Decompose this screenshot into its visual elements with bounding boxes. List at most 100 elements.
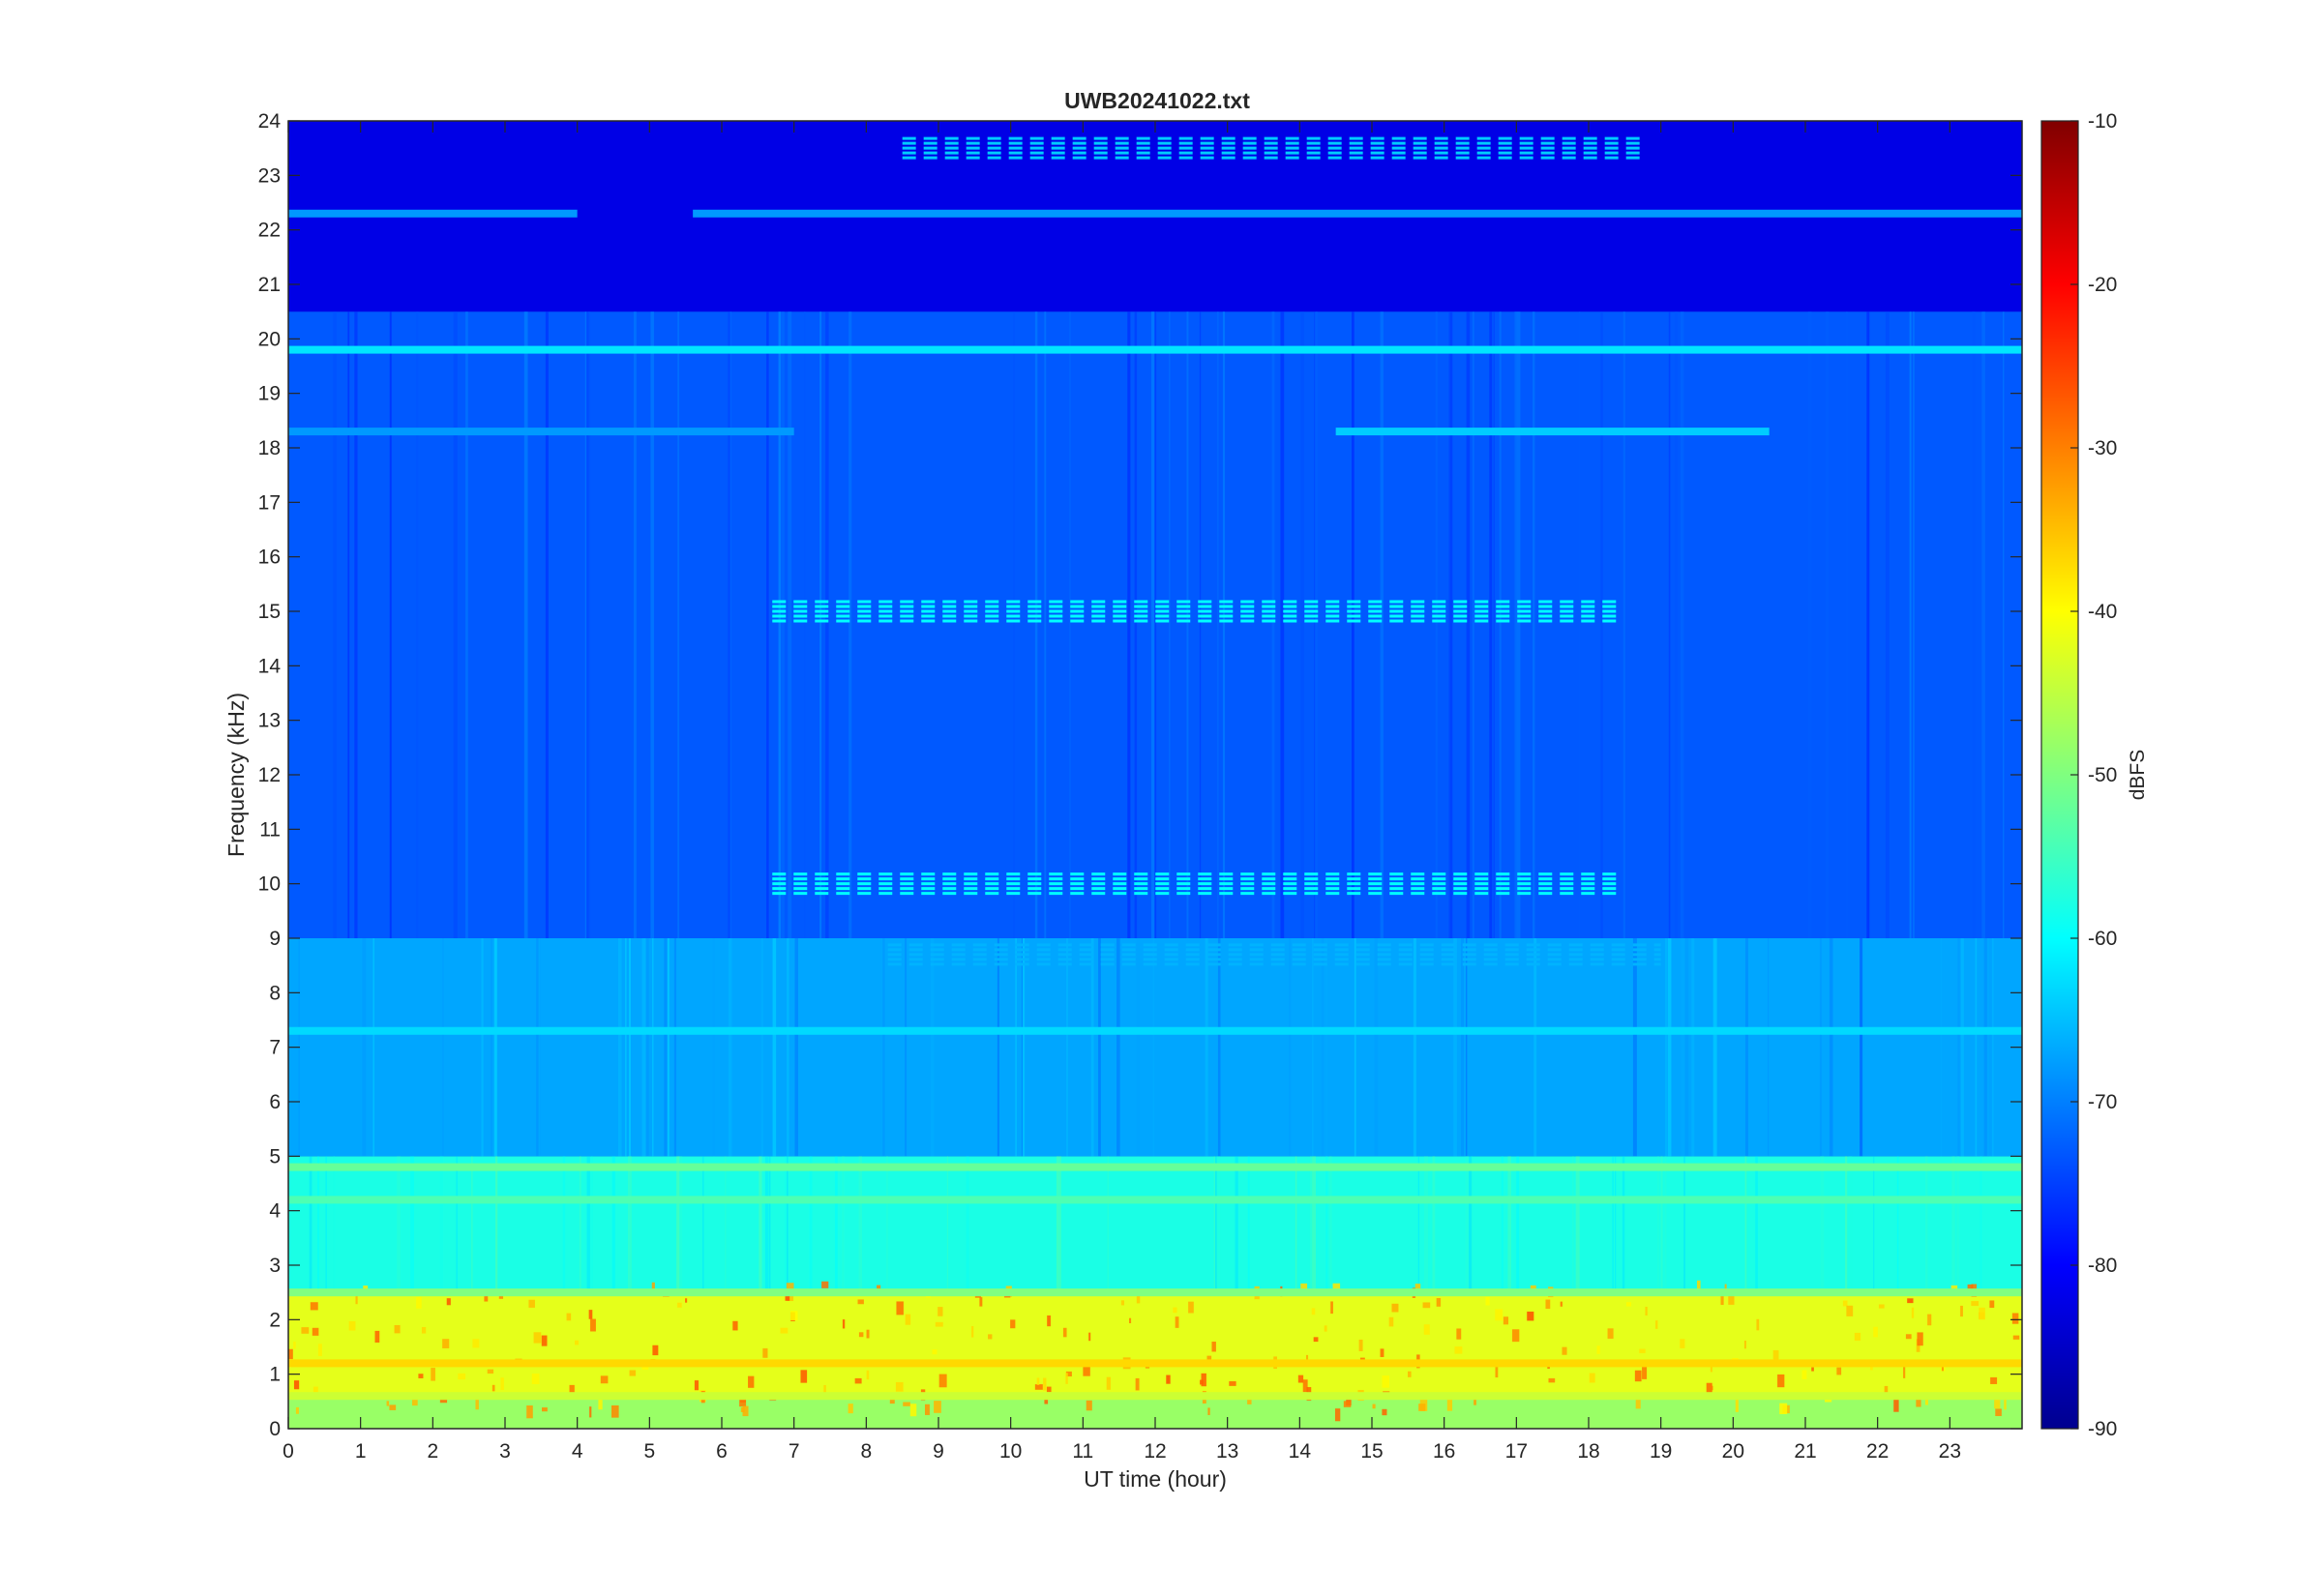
noise-speckle xyxy=(1297,1374,1304,1383)
noise-speckle xyxy=(905,1314,911,1325)
noise-streak xyxy=(1866,311,1870,939)
noise-streak xyxy=(1354,938,1356,1157)
noise-streak xyxy=(673,938,677,1157)
noise-speckle xyxy=(1188,1301,1194,1314)
noise-streak xyxy=(1622,311,1625,939)
y-tick-label: 5 xyxy=(269,1145,281,1167)
noise-streak xyxy=(946,1156,949,1293)
noise-streak xyxy=(1683,1156,1685,1293)
noise-streak xyxy=(1453,938,1457,1157)
noise-streak xyxy=(1820,1156,1825,1293)
noise-streak xyxy=(410,1156,414,1293)
noise-streak xyxy=(441,938,445,1157)
noise-streak xyxy=(439,1156,444,1293)
noise-streak xyxy=(1217,938,1221,1157)
noise-speckle xyxy=(1036,1377,1040,1385)
noise-speckle xyxy=(491,1384,495,1392)
noise-streak xyxy=(729,311,731,939)
x-tick-label: 20 xyxy=(1722,1440,1744,1463)
noise-speckle xyxy=(2011,1313,2019,1324)
y-tick-label: 7 xyxy=(269,1037,281,1059)
noise-streak xyxy=(1473,311,1474,939)
noise-speckle xyxy=(313,1386,318,1395)
noise-speckle xyxy=(1128,1317,1132,1324)
noise-speckle xyxy=(1645,1306,1648,1316)
noise-speckle xyxy=(416,1296,422,1309)
noise-streak xyxy=(585,311,590,939)
noise-streak xyxy=(1058,1156,1061,1293)
noise-speckle xyxy=(446,1298,451,1306)
noise-speckle xyxy=(386,1401,390,1406)
y-tick-label: 17 xyxy=(258,491,281,514)
noise-streak xyxy=(1216,1156,1221,1293)
noise-speckle xyxy=(1343,1401,1352,1407)
noise-streak xyxy=(1768,938,1770,1157)
noise-speckle xyxy=(1173,1307,1177,1314)
noise-streak xyxy=(1469,1156,1473,1293)
noise-speckle xyxy=(1418,1404,1426,1411)
noise-streak xyxy=(536,938,539,1157)
noise-speckle xyxy=(1696,1280,1701,1294)
noise-speckle xyxy=(1065,1371,1072,1376)
y-tick-label: 16 xyxy=(258,547,281,569)
noise-speckle xyxy=(1979,1307,1985,1320)
noise-speckle xyxy=(1456,1328,1462,1340)
noise-speckle xyxy=(500,1377,504,1390)
noise-streak xyxy=(584,311,587,939)
noise-speckle xyxy=(1207,1407,1210,1415)
noise-streak xyxy=(1909,311,1912,939)
noise-streak xyxy=(1684,938,1689,1157)
noise-streak xyxy=(652,938,654,1157)
noise-speckle xyxy=(857,1299,864,1305)
noise-streak xyxy=(1600,311,1603,939)
noise-streak xyxy=(725,1156,727,1293)
x-tick-label: 1 xyxy=(355,1440,367,1463)
y-tick-label: 6 xyxy=(269,1091,281,1113)
noise-streak xyxy=(579,1156,581,1293)
noise-streak xyxy=(1300,311,1304,939)
noise-speckle xyxy=(935,1321,943,1327)
noise-streak xyxy=(562,1156,566,1293)
noise-streak xyxy=(1885,311,1890,939)
noise-streak xyxy=(1066,938,1068,1157)
noise-streak xyxy=(1514,311,1517,939)
noise-speckle xyxy=(903,1402,910,1406)
noise-speckle xyxy=(541,1335,548,1346)
noise-speckle xyxy=(1201,1373,1206,1387)
noise-speckle xyxy=(1382,1375,1389,1388)
noise-streak xyxy=(1622,1156,1625,1293)
noise-speckle xyxy=(938,1307,943,1316)
noise-speckle xyxy=(1330,1301,1333,1315)
noise-speckle xyxy=(1990,1376,1998,1384)
noise-speckle xyxy=(600,1375,609,1384)
noise-streak xyxy=(545,311,549,939)
noise-streak xyxy=(664,938,668,1157)
chart-title: UWB20241022.txt xyxy=(1064,88,1250,113)
y-tick-label: 23 xyxy=(258,164,281,187)
noise-streak xyxy=(2003,311,2005,939)
noise-streak xyxy=(309,1156,313,1293)
x-tick-label: 8 xyxy=(860,1440,872,1463)
noise-streak xyxy=(1315,311,1318,939)
noise-streak xyxy=(1154,311,1157,939)
noise-speckle xyxy=(1735,1399,1739,1412)
noise-speckle xyxy=(487,1369,494,1374)
noise-speckle xyxy=(348,1320,356,1331)
noise-speckle xyxy=(1971,1301,1980,1307)
noise-streak xyxy=(1435,311,1438,939)
noise-streak xyxy=(1417,1156,1420,1293)
noise-streak xyxy=(1516,311,1521,939)
colorbar-ticks: -10 -20 -30 -40 -50 -60 -70 -80 -90 xyxy=(2070,110,2117,1440)
noise-streak xyxy=(1912,311,1915,939)
x-tick-label: 13 xyxy=(1216,1440,1238,1463)
x-axis-label: UT time (hour) xyxy=(1084,1466,1227,1492)
noise-speckle xyxy=(1135,1377,1140,1391)
noise-streak xyxy=(618,938,622,1157)
noise-streak xyxy=(1205,938,1208,1157)
noise-speckle xyxy=(1485,1296,1490,1306)
x-tick-label: 9 xyxy=(933,1440,944,1463)
noise-streak xyxy=(848,311,852,939)
heatmap-pulse-trains xyxy=(772,136,1661,966)
noise-speckle xyxy=(1062,1327,1067,1338)
noise-streak xyxy=(787,1156,789,1293)
